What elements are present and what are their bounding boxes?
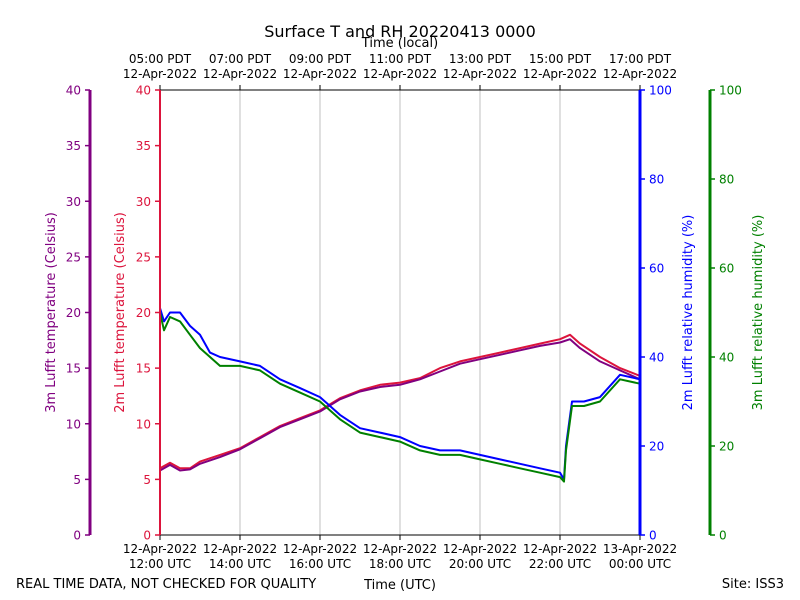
x-tick-label-local: 07:00 PDT bbox=[209, 52, 272, 66]
y-tick-label: 40 bbox=[136, 84, 151, 98]
x-tick-label-local: 05:00 PDT bbox=[129, 52, 192, 66]
x-tick-label-utc: 12-Apr-2022 bbox=[283, 542, 357, 556]
y-tick-label: 0 bbox=[143, 529, 151, 543]
x-tick-label-utc: 12-Apr-2022 bbox=[523, 542, 597, 556]
x-tick-label-local: 12-Apr-2022 bbox=[603, 67, 677, 81]
y-axis-label: 2m Lufft relative humidity (%) bbox=[681, 215, 696, 411]
x-tick-label-utc: 12-Apr-2022 bbox=[443, 542, 517, 556]
x-tick-label-local: 12-Apr-2022 bbox=[363, 67, 437, 81]
y-tick-label: 20 bbox=[66, 306, 81, 320]
y-tick-label: 20 bbox=[136, 306, 151, 320]
quality-disclaimer: REAL TIME DATA, NOT CHECKED FOR QUALITY bbox=[16, 577, 316, 592]
y-tick-label: 0 bbox=[649, 529, 657, 543]
x-tick-label-utc: 12-Apr-2022 bbox=[363, 542, 437, 556]
series-layer bbox=[159, 307, 641, 483]
value-axes: 0 5 10 15 20 25 30 35 40 3m Lufft temperature (Ce… bbox=[44, 84, 766, 543]
x-tick-label-utc: 13-Apr-2022 bbox=[603, 542, 677, 556]
y-axis-temp3m: 0 5 10 15 20 25 30 35 40 3m Lufft temperature (Ce… bbox=[44, 84, 92, 543]
x-tick-label-local: 12-Apr-2022 bbox=[203, 67, 277, 81]
y-tick-label: 30 bbox=[136, 195, 151, 209]
x-tick-label-utc: 16:00 UTC bbox=[289, 557, 351, 571]
y-tick-label: 60 bbox=[719, 262, 734, 276]
series-temp2m bbox=[159, 333, 641, 470]
x-tick-label-local: 11:00 PDT bbox=[369, 52, 432, 66]
y-tick-label: 40 bbox=[66, 84, 81, 98]
y-tick-label: 25 bbox=[66, 250, 81, 264]
grid-lines bbox=[239, 90, 561, 535]
series-rh3m bbox=[159, 312, 641, 483]
y-tick-label: 20 bbox=[719, 440, 734, 454]
x-tick-label-local: 17:00 PDT bbox=[609, 52, 672, 66]
y-axis-rh3m: 0 20 40 60 80 100 3m Lufft relative humidity (… bbox=[708, 84, 766, 543]
x-tick-label-local: 12-Apr-2022 bbox=[283, 67, 357, 81]
x-tick-label-utc: 20:00 UTC bbox=[449, 557, 511, 571]
y-tick-label: 40 bbox=[719, 351, 734, 365]
top-axis-title: Time (local) bbox=[361, 36, 438, 51]
y-tick-label: 0 bbox=[73, 529, 81, 543]
y-tick-label: 60 bbox=[649, 262, 664, 276]
y-tick-label: 5 bbox=[73, 473, 81, 487]
x-tick-label-local: 09:00 PDT bbox=[289, 52, 352, 66]
y-axis-rh2m: 0 20 40 60 80 100 2m Lufft relative humidity (… bbox=[638, 84, 696, 543]
y-tick-label: 0 bbox=[719, 529, 727, 543]
y-tick-label: 35 bbox=[66, 139, 81, 153]
y-tick-label: 30 bbox=[66, 195, 81, 209]
y-tick-label: 10 bbox=[136, 417, 151, 431]
y-tick-label: 100 bbox=[649, 84, 672, 98]
y-tick-label: 15 bbox=[66, 362, 81, 376]
x-tick-label-utc: 12-Apr-2022 bbox=[203, 542, 277, 556]
bottom-axis-title: Time (UTC) bbox=[363, 578, 436, 593]
y-tick-label: 80 bbox=[649, 173, 664, 187]
y-tick-label: 15 bbox=[136, 362, 151, 376]
site-label: Site: ISS3 bbox=[722, 577, 784, 592]
x-tick-label-local: 13:00 PDT bbox=[449, 52, 512, 66]
y-tick-label: 10 bbox=[66, 417, 81, 431]
x-tick-label-utc: 18:00 UTC bbox=[369, 557, 431, 571]
series-temp3m bbox=[159, 338, 641, 472]
y-axis-temp2m: 0 5 10 15 20 25 30 35 40 2m Lufft temperature (Ce… bbox=[113, 84, 161, 543]
y-tick-label: 35 bbox=[136, 139, 151, 153]
x-tick-label-local: 15:00 PDT bbox=[529, 52, 592, 66]
x-tick-label-local: 12-Apr-2022 bbox=[123, 67, 197, 81]
x-tick-label-utc: 12:00 UTC bbox=[129, 557, 191, 571]
y-tick-label: 25 bbox=[136, 250, 151, 264]
y-axis-label: 3m Lufft temperature (Celsius) bbox=[44, 212, 59, 413]
x-tick-label-utc: 22:00 UTC bbox=[529, 557, 591, 571]
x-tick-label-utc: 12-Apr-2022 bbox=[123, 542, 197, 556]
x-tick-label-local: 12-Apr-2022 bbox=[443, 67, 517, 81]
y-tick-label: 100 bbox=[719, 84, 742, 98]
y-tick-label: 5 bbox=[143, 473, 151, 487]
x-tick-label-local: 12-Apr-2022 bbox=[523, 67, 597, 81]
x-tick-label-utc: 14:00 UTC bbox=[209, 557, 271, 571]
y-axis-label: 3m Lufft relative humidity (%) bbox=[751, 215, 766, 411]
chart-title: Surface T and RH 20220413 0000 bbox=[264, 22, 536, 41]
y-tick-label: 40 bbox=[649, 351, 664, 365]
y-axis-label: 2m Lufft temperature (Celsius) bbox=[113, 212, 128, 413]
y-tick-label: 20 bbox=[649, 440, 664, 454]
y-tick-label: 80 bbox=[719, 173, 734, 187]
x-tick-label-utc: 00:00 UTC bbox=[609, 557, 671, 571]
